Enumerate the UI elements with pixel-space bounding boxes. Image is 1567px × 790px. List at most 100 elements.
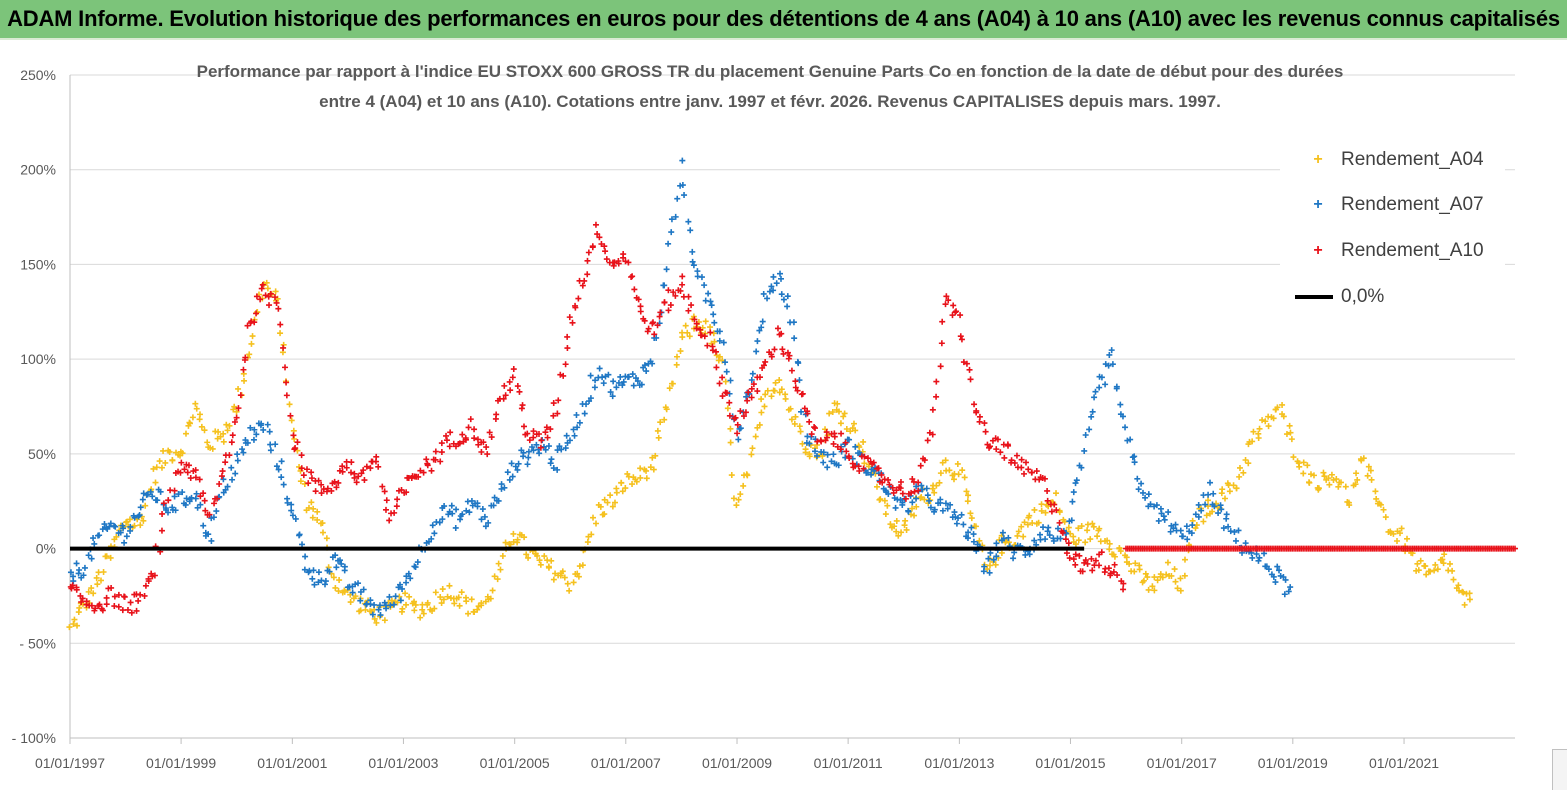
marker-rendement_a10: [973, 409, 980, 416]
marker-rendement_a07: [73, 560, 80, 567]
marker-rendement_a04: [1423, 571, 1430, 578]
marker-rendement_a10: [645, 325, 652, 332]
marker-rendement_a04: [782, 395, 789, 402]
marker-rendement_a10: [185, 462, 192, 469]
marker-rendement_a04: [323, 535, 330, 542]
marker-rendement_a10: [277, 321, 284, 328]
marker-rendement_a07: [620, 378, 627, 385]
marker-rendement_a07: [91, 540, 98, 547]
marker-rendement_a07: [768, 283, 775, 290]
marker-rendement_a07: [1274, 563, 1281, 570]
marker-rendement_a04: [420, 610, 427, 617]
marker-rendement_a10: [480, 439, 487, 446]
marker-rendement_a04: [249, 333, 256, 340]
marker-rendement_a04: [776, 389, 783, 396]
marker-rendement_a07: [987, 549, 994, 556]
marker-rendement_a07: [899, 501, 906, 508]
marker-rendement_a10: [830, 440, 837, 447]
marker-rendement_a04: [661, 416, 668, 423]
marker-rendement_a07: [1179, 533, 1186, 540]
marker-rendement_a07: [278, 458, 285, 465]
marker-rendement_a04: [160, 447, 167, 454]
marker-rendement_a04: [566, 587, 573, 594]
marker-rendement_a07: [1045, 524, 1052, 531]
marker-rendement_a04: [1222, 495, 1228, 502]
marker-rendement_a04: [654, 427, 661, 434]
marker-rendement_a04: [771, 387, 778, 394]
marker-rendement_a04: [902, 517, 909, 524]
marker-rendement_a04: [768, 393, 775, 400]
marker-rendement_a07: [1172, 521, 1179, 528]
marker-rendement_a04: [319, 529, 326, 536]
marker-rendement_a07: [1285, 588, 1292, 595]
marker-rendement_a10: [585, 249, 592, 256]
marker-rendement_a04: [523, 551, 530, 558]
marker-rendement_a04: [470, 608, 477, 615]
marker-rendement_a10: [966, 366, 973, 373]
marker-rendement_a04: [438, 600, 445, 607]
marker-rendement_a04: [859, 448, 866, 455]
marker-rendement_a04: [797, 428, 804, 435]
marker-rendement_a04: [487, 595, 494, 602]
marker-rendement_a10: [484, 451, 491, 458]
marker-rendement_a04: [162, 459, 169, 466]
marker-rendement_a04: [1414, 560, 1421, 567]
marker-rendement_a07: [970, 538, 977, 545]
marker-rendement_a07: [247, 424, 254, 431]
chart-legend: + Rendement_A04 + Rendement_A07 + Rendem…: [1280, 140, 1505, 320]
marker-rendement_a04: [308, 499, 315, 506]
marker-rendement_a10: [510, 366, 517, 373]
marker-rendement_a04: [1106, 546, 1113, 553]
marker-rendement_a04: [903, 526, 910, 533]
marker-rendement_a04: [1024, 521, 1031, 528]
marker-rendement_a04: [1090, 523, 1097, 530]
marker-rendement_a04: [1368, 476, 1375, 483]
marker-rendement_a04: [972, 523, 979, 530]
marker-rendement_a07: [386, 593, 393, 600]
marker-rendement_a04: [1149, 583, 1156, 590]
marker-rendement_a10: [562, 361, 569, 368]
marker-rendement_a10: [222, 459, 229, 466]
marker-rendement_a04: [1352, 481, 1359, 488]
marker-rendement_a07: [1117, 401, 1124, 408]
marker-rendement_a04: [835, 408, 842, 415]
marker-rendement_a10: [1025, 466, 1032, 473]
scrollbar-corner[interactable]: [1552, 749, 1567, 790]
marker-rendement_a04: [1466, 590, 1473, 597]
marker-rendement_a07: [778, 275, 785, 282]
marker-rendement_a07: [573, 412, 580, 419]
marker-rendement_a04: [189, 414, 196, 421]
marker-rendement_a04: [1364, 472, 1371, 479]
marker-rendement_a07: [780, 296, 787, 303]
marker-rendement_a10: [744, 397, 751, 404]
marker-rendement_a04: [1306, 479, 1313, 486]
marker-rendement_a07: [764, 295, 771, 302]
marker-rendement_a10: [348, 469, 355, 476]
marker-rendement_a10: [483, 444, 490, 451]
marker-rendement_a10: [878, 471, 885, 478]
marker-rendement_a04: [1279, 401, 1286, 408]
marker-rendement_a10: [165, 497, 172, 504]
marker-rendement_a04: [860, 438, 867, 445]
marker-rendement_a07: [397, 597, 404, 604]
marker-rendement_a10: [488, 434, 495, 441]
marker-rendement_a07: [990, 556, 997, 563]
marker-rendement_a07: [707, 298, 714, 305]
marker-rendement_a04: [1075, 525, 1082, 532]
marker-rendement_a07: [1082, 431, 1089, 438]
marker-rendement_a04: [758, 409, 765, 416]
marker-rendement_a04: [1226, 488, 1233, 495]
marker-rendement_a07: [232, 470, 239, 477]
marker-rendement_a10: [200, 490, 207, 497]
marker-rendement_a04: [1290, 454, 1297, 461]
marker-rendement_a10: [502, 392, 509, 399]
marker-rendement_a07: [993, 553, 1000, 560]
scatter-chart: 250% 200% 150% 100% 50% 0% - 50% - 100% 01/01/19…: [12, 67, 1518, 771]
marker-rendement_a04: [882, 511, 889, 518]
marker-rendement_a04: [609, 503, 616, 510]
marker-rendement_a10: [750, 381, 757, 388]
marker-rendement_a07: [625, 373, 632, 380]
marker-rendement_a10: [554, 410, 561, 417]
marker-rendement_a10: [351, 470, 358, 477]
marker-rendement_a07: [186, 498, 193, 505]
